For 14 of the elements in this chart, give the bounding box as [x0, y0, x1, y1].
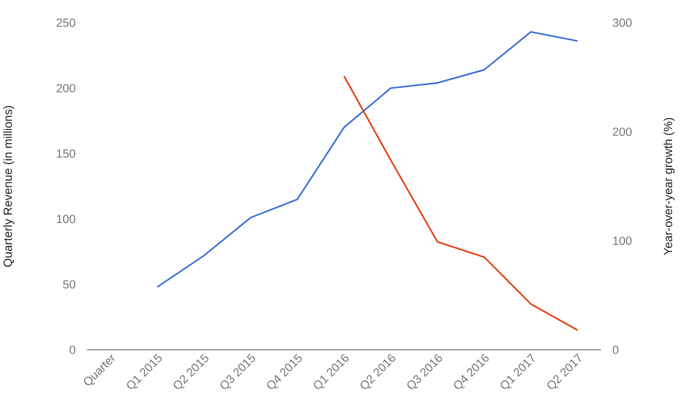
- y2-tick-label: 0: [612, 346, 618, 354]
- y-axis-title: Quarterly Revenue (in millions): [3, 106, 14, 267]
- y2-tick-label: 100: [613, 236, 632, 245]
- y-tick-label: 100: [56, 214, 76, 224]
- y2-tick-label: 200: [612, 128, 632, 136]
- y2-tick-label: 300: [612, 18, 632, 27]
- y-tick-label: 0: [70, 346, 76, 354]
- line-series: [343, 75, 578, 331]
- y-tick-label: 150: [56, 149, 76, 158]
- y-tick-label: 250: [56, 18, 76, 27]
- y-tick-label: 50: [63, 280, 76, 289]
- line-series: [156, 31, 578, 288]
- y2-axis-title: Year-over-year growth (%): [664, 118, 675, 256]
- y-tick-label: 200: [56, 84, 76, 92]
